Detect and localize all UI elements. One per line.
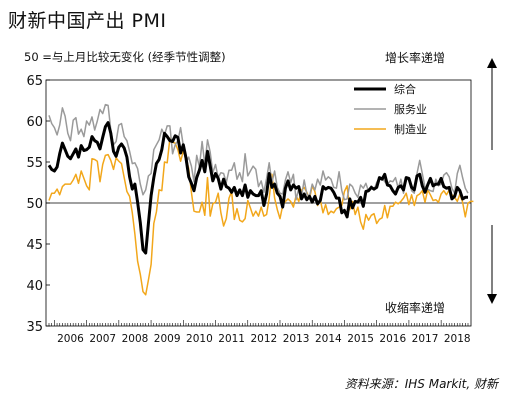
x-tick-label: 2009 [154,333,181,345]
x-axis-ticks: 2006 2007 2008 2009 2010 2011 2012 2013 2014 2015… [48,320,471,345]
y-axis-ticks: 35 40 45 50 55 60 65 [26,74,50,335]
direction-arrows [487,58,497,304]
series-lines [47,103,474,296]
increasing-growth-label: 增长率递增 [385,51,446,65]
y-tick-label: 50 [26,197,43,212]
source-note: 资料来源：IHS Markit, 财新 [344,377,498,391]
y-tick-label: 45 [26,238,43,253]
x-tick-label: 2016 [379,333,406,345]
y-tick-label: 40 [26,279,43,294]
x-tick-label: 2013 [283,333,310,345]
y-tick-label: 55 [26,156,43,171]
up-arrow-head-icon [487,58,497,68]
legend-label-services: 服务业 [394,103,427,116]
x-tick-label: 2007 [89,333,116,345]
x-tick-label: 2008 [122,333,149,345]
series-line-manufacturing [48,137,474,296]
x-tick-label: 2006 [57,333,84,345]
legend-label-composite: 综合 [394,82,416,96]
x-tick-label: 2010 [186,333,213,345]
chart-title: 财新中国产出 PMI [8,10,167,32]
series-line-composite [47,121,468,255]
x-tick-label: 2015 [347,333,374,345]
legend-label-manufacturing: 制造业 [394,122,427,136]
x-tick-label: 2018 [444,333,471,345]
x-tick-label: 2017 [412,333,439,345]
down-arrow-head-icon [487,294,497,304]
y-tick-label: 35 [26,320,43,335]
y-tick-label: 65 [26,74,43,89]
chart-subtitle: 50 =与上月比较无变化 (经季节性调整) [24,50,226,64]
x-tick-label: 2011 [218,333,245,345]
x-tick-label: 2014 [315,333,342,345]
x-tick-label: 2012 [251,333,278,345]
y-tick-label: 60 [26,115,43,130]
increasing-contraction-label: 收缩率递增 [385,301,446,315]
